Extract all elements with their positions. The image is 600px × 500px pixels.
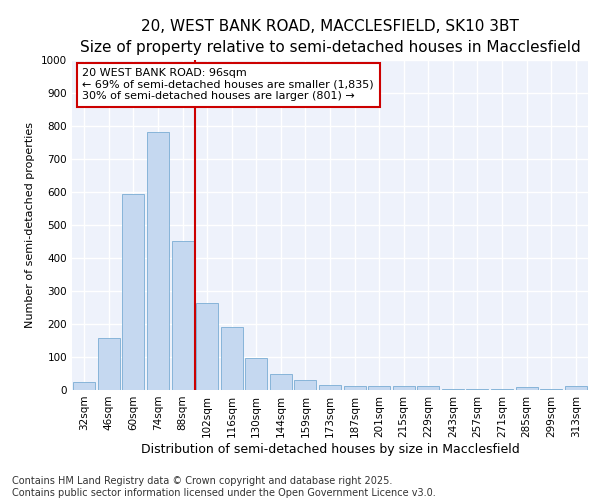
Bar	[98, 338, 120, 390]
Bar	[368, 386, 390, 390]
Bar	[319, 384, 341, 390]
Bar	[122, 194, 145, 390]
Bar	[565, 386, 587, 390]
Text: 20 WEST BANK ROAD: 96sqm
← 69% of semi-detached houses are smaller (1,835)
30% o: 20 WEST BANK ROAD: 96sqm ← 69% of semi-d…	[82, 68, 374, 102]
Bar	[196, 303, 218, 390]
Bar	[392, 386, 415, 390]
X-axis label: Distribution of semi-detached houses by size in Macclesfield: Distribution of semi-detached houses by …	[140, 442, 520, 456]
Bar	[344, 386, 365, 390]
Bar	[147, 132, 169, 390]
Bar	[73, 382, 95, 390]
Bar	[295, 380, 316, 390]
Y-axis label: Number of semi-detached properties: Number of semi-detached properties	[25, 122, 35, 328]
Bar	[245, 358, 268, 390]
Bar	[515, 388, 538, 390]
Bar	[417, 386, 439, 390]
Bar	[270, 374, 292, 390]
Bar	[172, 240, 194, 390]
Text: Contains HM Land Registry data © Crown copyright and database right 2025.
Contai: Contains HM Land Registry data © Crown c…	[12, 476, 436, 498]
Title: 20, WEST BANK ROAD, MACCLESFIELD, SK10 3BT
Size of property relative to semi-det: 20, WEST BANK ROAD, MACCLESFIELD, SK10 3…	[80, 18, 580, 55]
Bar	[221, 327, 243, 390]
